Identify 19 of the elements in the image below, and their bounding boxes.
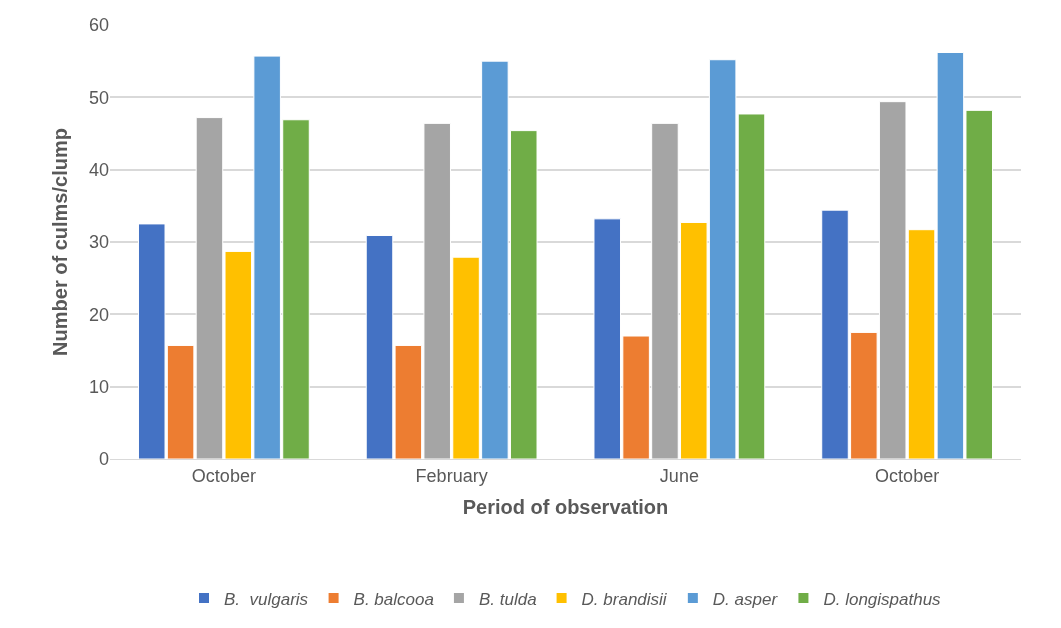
legend-label: B. vulgaris — [224, 589, 309, 609]
x-axis-title: Period of observation — [462, 496, 669, 519]
y-tick-label: 50 — [88, 87, 109, 108]
legend-label: B. balcooa — [353, 589, 434, 609]
y-tick-label: 0 — [98, 449, 109, 470]
legend-label: D. brandisii — [581, 589, 668, 609]
x-tick-label: June — [659, 465, 699, 486]
x-tick-label: October — [191, 465, 256, 486]
x-tick-label: October — [875, 465, 940, 486]
legend-label: D. asper — [712, 589, 779, 609]
y-tick-label: 30 — [88, 232, 109, 253]
y-tick-label: 10 — [88, 376, 109, 397]
y-tick-label: 20 — [88, 304, 109, 325]
y-tick-label: 40 — [88, 159, 109, 180]
legend-label: B. tulda — [478, 589, 537, 609]
y-tick-label: 60 — [88, 15, 109, 36]
y-axis-title: Number of culms/clump — [49, 128, 72, 356]
legend-label: D. longispathus — [823, 589, 942, 609]
x-tick-label: February — [415, 465, 488, 486]
